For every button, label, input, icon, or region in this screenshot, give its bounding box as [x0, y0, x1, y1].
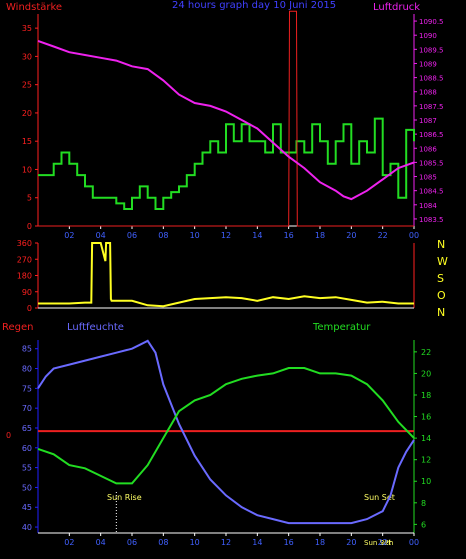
humidity-tick-label: 85 [22, 345, 32, 354]
humidity-tick-label: 40 [22, 523, 32, 532]
x-tick-label-3: 10 [190, 538, 200, 547]
direction-tick-label: 360 [17, 239, 32, 248]
direction-tick-label: 90 [22, 288, 32, 297]
direction-tick-label: 0 [27, 304, 32, 313]
humidity-tick-label: 70 [22, 404, 32, 413]
temperature-line [37, 367, 415, 485]
humidity-line [37, 339, 415, 525]
pressure-tick-label: 1086 [419, 145, 437, 153]
sunrise-annotation: Sun Rise [107, 493, 142, 502]
x-tick-label-3: 18 [315, 538, 325, 547]
x-tick-label-3: 16 [284, 538, 294, 547]
temperature-tick-label: 8 [421, 499, 426, 508]
wind-speed-line [38, 117, 415, 210]
direction-tick-label: 270 [17, 255, 32, 264]
x-tick-label-1: 00 [409, 231, 419, 240]
temperature-tick-label: 20 [421, 369, 431, 378]
x-tick-label-3: 12 [221, 538, 231, 547]
humidity-tick-label: 45 [22, 503, 32, 512]
humidity-tick-label: 55 [22, 464, 32, 473]
chart-layer: 051015202530351083.510841084.510851085.5… [17, 10, 444, 547]
temperature-tick-label: 10 [421, 477, 431, 486]
pressure-tick-label: 1084 [419, 202, 437, 210]
x-tick-label-3: 22 [378, 538, 388, 547]
pressure-tick-label: 1085.5 [419, 159, 444, 167]
humidity-tick-label: 80 [22, 365, 32, 374]
temperature-tick-label: 22 [421, 348, 431, 357]
x-tick-label-1: 08 [158, 231, 168, 240]
pressure-tick-label: 1086.5 [419, 131, 444, 139]
pressure-tick-label: 1087.5 [419, 103, 444, 111]
wind-tick-label: 30 [22, 52, 32, 61]
temperature-tick-label: 12 [421, 456, 431, 465]
temperature-tick-label: 16 [421, 413, 431, 422]
direction-letter: W [437, 255, 448, 268]
pressure-tick-label: 1085 [419, 174, 437, 182]
pressure-tick-label: 1089.5 [419, 46, 444, 54]
pressure-tick-label: 1090.5 [419, 18, 444, 26]
x-tick-label-3: 06 [127, 538, 137, 547]
chart-title: 24 hours graph day 10 Juni 2015 [172, 0, 336, 11]
luftdruck-label: Luftdruck [373, 2, 420, 13]
wind-tick-label: 5 [27, 194, 32, 203]
22h-annotation: 22h [380, 539, 393, 547]
sunset-annotation: Sun Set [364, 493, 395, 502]
x-tick-label-3: 04 [96, 538, 106, 547]
x-tick-label-1: 06 [127, 231, 137, 240]
wind-tick-label: 0 [27, 222, 32, 231]
x-tick-label-1: 10 [190, 231, 200, 240]
x-tick-label-1: 14 [252, 231, 262, 240]
wind-direction-line [38, 242, 414, 308]
humidity-tick-label: 75 [22, 384, 32, 393]
humidity-tick-label: 50 [22, 483, 32, 492]
humidity-tick-label: 65 [22, 424, 32, 433]
windstaerke-label: Windstärke [6, 2, 62, 13]
temperature-tick-label: 6 [421, 520, 426, 529]
x-tick-label-3: 20 [346, 538, 356, 547]
wind-tick-label: 25 [22, 81, 32, 90]
wind-tick-label: 35 [22, 24, 32, 33]
pressure-tick-label: 1084.5 [419, 188, 444, 196]
pressure-line [37, 39, 415, 201]
x-tick-label-1: 22 [378, 231, 388, 240]
x-tick-label-1: 20 [346, 231, 356, 240]
pressure-tick-label: 1090 [419, 32, 437, 40]
temperature-tick-label: 18 [421, 391, 431, 400]
x-tick-label-1: 04 [96, 231, 106, 240]
x-tick-label-1: 18 [315, 231, 325, 240]
x-tick-label-1: 02 [64, 231, 74, 240]
pressure-tick-label: 1083.5 [419, 216, 444, 224]
pressure-tick-label: 1089 [419, 60, 437, 68]
x-tick-label-1: 16 [284, 231, 294, 240]
wind-tick-label: 10 [22, 165, 32, 174]
temperatur-label: Temperatur [312, 322, 371, 333]
direction-letter: S [437, 272, 444, 285]
x-tick-label-3: 00 [409, 538, 419, 547]
x-tick-label-3: 14 [252, 538, 262, 547]
temperature-tick-label: 14 [421, 434, 431, 443]
sunset-axis-annotation: Sun Set [364, 539, 391, 547]
direction-letter: O [437, 289, 446, 302]
direction-letter: N [437, 306, 445, 319]
wind-tick-label: 15 [22, 137, 32, 146]
luftfeuchte-label: Luftfeuchte [67, 322, 124, 333]
rain-zero-label: 0 [6, 431, 11, 440]
pressure-tick-label: 1088.5 [419, 75, 444, 83]
direction-tick-label: 180 [17, 272, 32, 281]
x-tick-label-3: 08 [158, 538, 168, 547]
wind-tick-label: 20 [22, 109, 32, 118]
x-tick-label-3: 02 [64, 538, 74, 547]
pressure-tick-label: 1087 [419, 117, 437, 125]
humidity-tick-label: 60 [22, 444, 32, 453]
wind-gust-line [38, 10, 414, 227]
pressure-tick-label: 1088 [419, 89, 437, 97]
x-tick-label-1: 12 [221, 231, 231, 240]
direction-letter: N [437, 238, 445, 251]
regen-label: Regen [2, 322, 34, 333]
